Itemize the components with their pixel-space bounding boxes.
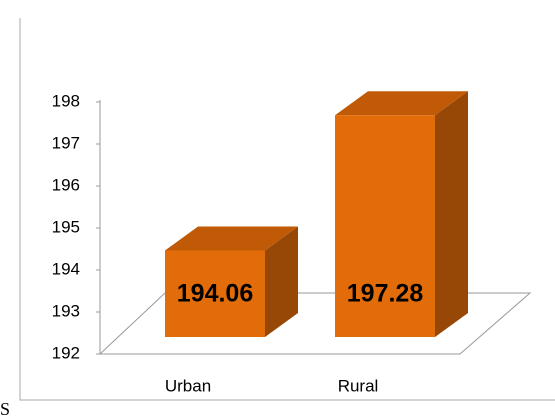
frame: [19, 18, 555, 401]
x-tick-label: Rural: [338, 376, 379, 395]
y-tick-label: 193: [52, 301, 80, 320]
y-tick-label: 196: [52, 175, 80, 194]
value-label: 194.06: [177, 280, 253, 308]
bar-top: [165, 226, 298, 251]
y-tick-label: 195: [52, 217, 80, 236]
y-tick-label: 192: [52, 343, 80, 362]
y-tick-label: 198: [52, 91, 80, 110]
y-tick-label: 197: [52, 133, 80, 152]
x-tick-label: Urban: [165, 376, 211, 395]
bar-side: [435, 91, 468, 338]
floor: [98, 292, 532, 355]
bar-side: [265, 226, 298, 337]
bar: [165, 250, 265, 337]
bar-top: [335, 91, 468, 116]
y-tick-label: 194: [52, 259, 80, 278]
bar: [335, 115, 435, 338]
value-label: 197.28: [347, 280, 424, 308]
fragment: S: [0, 399, 10, 419]
